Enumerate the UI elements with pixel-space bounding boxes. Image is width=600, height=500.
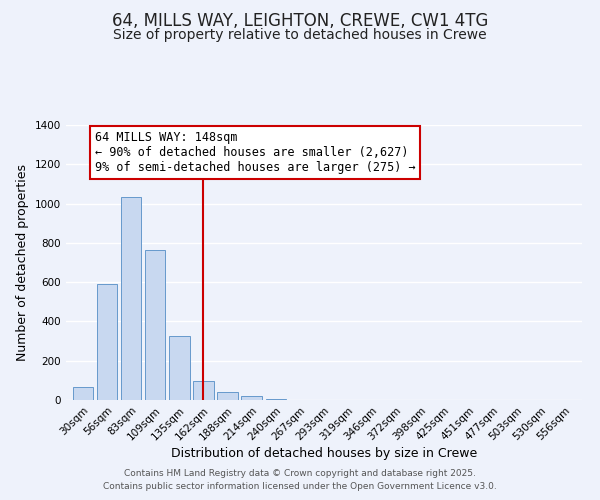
X-axis label: Distribution of detached houses by size in Crewe: Distribution of detached houses by size … [171, 448, 477, 460]
Text: Contains public sector information licensed under the Open Government Licence v3: Contains public sector information licen… [103, 482, 497, 491]
Bar [217, 392, 238, 400]
Bar [121, 196, 142, 400]
Bar [241, 396, 262, 400]
Bar [266, 399, 286, 400]
Bar [169, 336, 190, 400]
Bar [193, 382, 214, 400]
Text: 64 MILLS WAY: 148sqm
← 90% of detached houses are smaller (2,627)
9% of semi-det: 64 MILLS WAY: 148sqm ← 90% of detached h… [95, 131, 416, 174]
Bar [145, 250, 166, 400]
Bar [73, 387, 93, 400]
Text: 64, MILLS WAY, LEIGHTON, CREWE, CW1 4TG: 64, MILLS WAY, LEIGHTON, CREWE, CW1 4TG [112, 12, 488, 30]
Bar [97, 284, 117, 400]
Text: Contains HM Land Registry data © Crown copyright and database right 2025.: Contains HM Land Registry data © Crown c… [124, 468, 476, 477]
Y-axis label: Number of detached properties: Number of detached properties [16, 164, 29, 361]
Text: Size of property relative to detached houses in Crewe: Size of property relative to detached ho… [113, 28, 487, 42]
